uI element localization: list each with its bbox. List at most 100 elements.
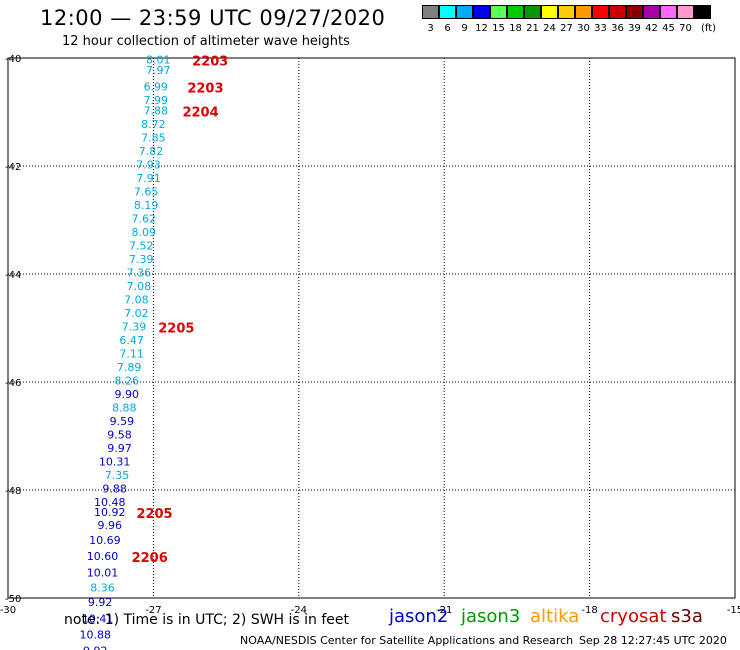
color-swatch: [694, 5, 711, 19]
wave-height-value: 10.41: [82, 612, 114, 625]
color-scale-label: 33: [594, 23, 607, 34]
color-scale-label: 30: [577, 23, 590, 34]
longitude-tick-label: -18: [581, 605, 597, 616]
pass-time-label: 2204: [182, 106, 218, 121]
color-swatch: [592, 5, 609, 19]
latitude-tick-label: -50: [5, 594, 21, 605]
wave-height-value: 9.96: [98, 519, 123, 532]
wave-height-value: 8.01: [146, 53, 171, 66]
latitude-tick-label: -44: [5, 270, 21, 281]
latitude-tick-label: -42: [5, 162, 21, 173]
wave-height-value: 8.88: [112, 402, 137, 415]
legend-entry-jason3: jason3: [461, 606, 521, 627]
longitude-tick-label: -24: [291, 605, 307, 616]
wave-height-value: 10.31: [99, 456, 131, 469]
wave-height-value: 7.11: [119, 348, 144, 361]
color-scale-label: 42: [645, 23, 658, 34]
wave-height-value: 7.62: [131, 213, 156, 226]
wave-height-value: 7.36: [127, 267, 152, 280]
generation-timestamp: Sep 28 12:27:45 UTC 2020: [579, 634, 727, 647]
longitude-tick-label: -15: [727, 605, 740, 616]
map-subtitle: 12 hour collection of altimeter wave hei…: [62, 34, 350, 49]
wave-height-value: 9.97: [107, 442, 132, 455]
credit-text: NOAA/NESDIS Center for Satellite Applica…: [240, 634, 574, 647]
wave-height-value: 9.59: [110, 415, 135, 428]
wave-height-value: 9.88: [102, 483, 127, 496]
wave-height-value: 7.08: [127, 280, 152, 293]
color-scale-label: 39: [628, 23, 641, 34]
pass-time-label: 2205: [158, 322, 194, 337]
latitude-tick-label: -46: [5, 378, 21, 389]
color-swatch: [422, 5, 439, 19]
wave-height-value: 7.93: [136, 159, 161, 172]
wave-height-value: 6.99: [144, 80, 169, 93]
color-scale-label: 3: [427, 23, 434, 34]
color-swatch: [643, 5, 660, 19]
wave-height-value: 7.88: [144, 105, 169, 118]
wave-height-value: 10.01: [87, 566, 119, 579]
color-swatch: [456, 5, 473, 19]
color-scale-label: 6: [444, 23, 451, 34]
color-swatch: [626, 5, 643, 19]
wave-height-value: 9.58: [107, 429, 132, 442]
wave-height-value: 10.69: [89, 534, 121, 547]
color-scale-label: 9: [461, 23, 468, 34]
color-swatch: [558, 5, 575, 19]
latitude-tick-label: -48: [5, 486, 21, 497]
longitude-tick-label: -27: [145, 605, 161, 616]
color-swatch: [490, 5, 507, 19]
color-swatch: [609, 5, 626, 19]
wave-height-value: 7.65: [134, 186, 159, 199]
longitude-tick-label: -21: [436, 605, 452, 616]
wave-height-value: 7.89: [117, 361, 142, 374]
legend-entry-jason2: jason2: [389, 606, 449, 627]
wave-height-value: 7.99: [144, 94, 169, 107]
color-scale-label: 18: [509, 23, 522, 34]
color-scale-label: 36: [611, 23, 624, 34]
pass-time-label: 2203: [187, 81, 223, 96]
pass-time-label: 2205: [136, 507, 172, 522]
wave-height-value: 7.35: [105, 469, 130, 482]
wave-height-value: 7.82: [139, 145, 164, 158]
wave-height-value: 7.52: [129, 240, 154, 253]
color-scale-label: 27: [560, 23, 573, 34]
color-swatch: [473, 5, 490, 19]
wave-height-value: 9.90: [114, 388, 139, 401]
color-swatch: [677, 5, 694, 19]
wave-height-value: 10.88: [79, 629, 111, 642]
legend-entry-altika: altika: [530, 606, 580, 627]
color-swatch: [507, 5, 524, 19]
color-scale-unit: (ft): [701, 23, 717, 34]
color-swatch: [439, 5, 456, 19]
latitude-tick-label: -40: [5, 54, 21, 65]
wave-height-value: 10.60: [87, 550, 119, 563]
wave-height-value: 7.39: [129, 253, 154, 266]
wave-height-value: 7.08: [124, 294, 149, 307]
wave-height-value: 10.92: [94, 506, 126, 519]
legend-entry-cryosat: cryosat: [600, 606, 667, 627]
wave-height-value: 8.09: [131, 226, 156, 239]
pass-time-label: 2206: [132, 551, 168, 566]
color-swatch: [541, 5, 558, 19]
wave-height-value: 7.02: [124, 307, 149, 320]
footnote: note: 1) Time is in UTC; 2) SWH is in fe…: [64, 612, 350, 628]
wave-height-value: 8.36: [90, 582, 115, 595]
wave-height-value: 9.92: [88, 596, 113, 609]
wave-height-value: 7.85: [141, 132, 166, 145]
wave-height-value: 8.19: [134, 199, 159, 212]
wave-height-value: 7.91: [136, 172, 161, 185]
legend-entry-s3a: s3a: [671, 606, 703, 627]
color-scale-label: 24: [543, 23, 556, 34]
wave-height-value: 7.39: [122, 321, 147, 334]
color-scale-label: 12: [475, 23, 488, 34]
color-scale-label: 15: [492, 23, 505, 34]
map-title: 12:00 — 23:59 UTC 09/27/2020: [40, 6, 386, 30]
wave-height-value: 8.26: [114, 375, 139, 388]
wave-height-value: 7.97: [146, 64, 171, 77]
wave-height-value: 6.47: [119, 334, 144, 347]
wave-height-value: 8.72: [141, 118, 166, 131]
color-scale-label: 45: [662, 23, 675, 34]
color-scale-label: 21: [526, 23, 539, 34]
wave-height-value: 10.48: [94, 496, 126, 509]
